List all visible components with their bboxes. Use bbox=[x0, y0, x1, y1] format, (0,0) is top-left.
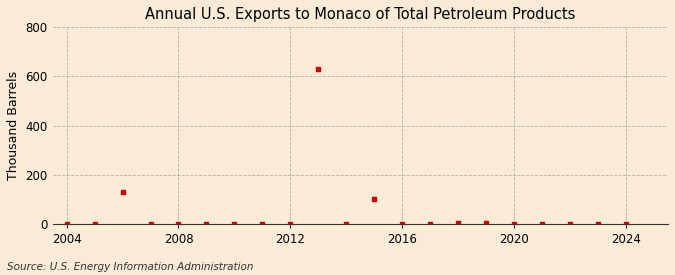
Text: Source: U.S. Energy Information Administration: Source: U.S. Energy Information Administ… bbox=[7, 262, 253, 272]
Y-axis label: Thousand Barrels: Thousand Barrels bbox=[7, 71, 20, 180]
Title: Annual U.S. Exports to Monaco of Total Petroleum Products: Annual U.S. Exports to Monaco of Total P… bbox=[145, 7, 576, 22]
